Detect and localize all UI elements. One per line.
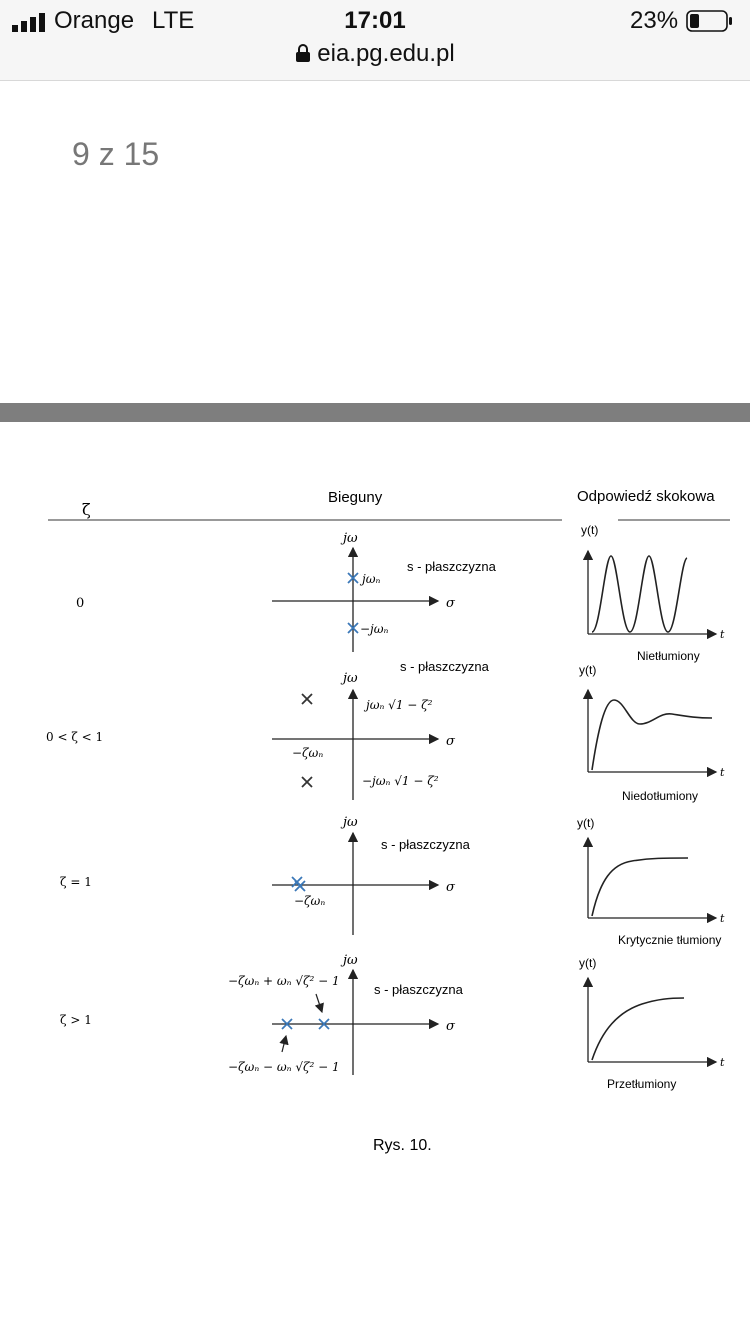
sigma-label: σ	[446, 1019, 456, 1034]
header-step-response: Odpowiedź skokowa	[577, 488, 715, 505]
pole-label-real: −ζωₙ	[294, 894, 325, 908]
address-bar[interactable]: eia.pg.edu.pl	[0, 40, 750, 68]
pointer-arrow	[314, 993, 324, 1014]
jw-label: jω	[340, 815, 358, 830]
response-label: Niedotłumiony	[622, 789, 698, 803]
pole-marker	[347, 572, 359, 584]
carrier-name: Orange	[54, 7, 135, 34]
t-label: t	[720, 912, 725, 925]
jw-label: jω	[340, 953, 358, 968]
t-label: t	[720, 766, 725, 779]
underdamped-response-curve	[591, 699, 713, 771]
sigma-label: σ	[446, 734, 456, 749]
row-underdamped: 0 < ζ < 1 jω σ s - płaszczyzna jωₙ √1 − …	[46, 659, 725, 803]
jw-label: jω	[340, 671, 358, 686]
critically-damped-response-curve	[591, 857, 689, 917]
response-label: Nietłumiony	[637, 649, 700, 663]
row-overdamped: ζ > 1 jω σ s - płaszczyzna −ζωₙ + ωₙ √ζ²…	[60, 953, 725, 1091]
undamped-response-curve	[591, 555, 688, 633]
row-undamped: 0 jω σ s - płaszczyzna jωₙ −jωₙ y(t) t N…	[76, 523, 725, 663]
sigma-label: σ	[446, 880, 456, 895]
document-figure: ζ Bieguny Odpowiedź skokowa 0 jω σ s - p…	[46, 488, 730, 1154]
double-pole-marker	[291, 876, 306, 892]
s-plane-label: s - płaszczyzna	[400, 659, 490, 674]
response-label: Krytycznie tłumiony	[618, 933, 721, 947]
yt-label: y(t)	[579, 663, 596, 677]
battery-percentage: 23%	[630, 7, 679, 34]
battery-icon	[686, 10, 732, 32]
s-plane-label: s - płaszczyzna	[374, 982, 464, 997]
zeta-value: 0	[76, 596, 84, 611]
page-counter: 9 z 15	[72, 136, 160, 172]
signal-strength-icon	[12, 13, 45, 32]
response-label: Przetłumiony	[607, 1077, 676, 1091]
page-separator	[0, 403, 750, 422]
status-bar: Orange LTE 17:01 23% eia.pg.edu.pl	[0, 0, 750, 81]
header-poles: Bieguny	[328, 489, 383, 506]
pole-label-bottom: −jωₙ √1 − ζ²	[362, 774, 439, 788]
pole-marker	[301, 693, 313, 705]
pole-marker	[281, 1018, 293, 1030]
s-plane-label: s - płaszczyzna	[407, 559, 497, 574]
zeta-value: 0 < ζ < 1	[46, 730, 103, 744]
pole-label-bottom: −ζωₙ − ωₙ √ζ² − 1	[228, 1060, 340, 1074]
pole-label-top: −ζωₙ + ωₙ √ζ² − 1	[228, 974, 340, 988]
zeta-value: ζ = 1	[60, 875, 92, 889]
overdamped-response-curve	[591, 997, 685, 1061]
yt-label: y(t)	[577, 816, 594, 830]
network-type: LTE	[152, 7, 195, 34]
yt-label: y(t)	[581, 523, 598, 537]
pole-marker	[318, 1018, 330, 1030]
pole-marker	[347, 622, 359, 634]
pole-label-top: jωₙ √1 − ζ²	[363, 698, 433, 712]
clock: 17:01	[344, 7, 406, 34]
header-zeta: ζ	[82, 500, 91, 519]
lock-icon	[296, 44, 311, 62]
pole-marker	[301, 776, 313, 788]
t-label: t	[720, 1056, 725, 1069]
zeta-value: ζ > 1	[60, 1013, 92, 1027]
t-label: t	[720, 628, 725, 641]
pole-label-bottom: −jωₙ	[360, 622, 389, 636]
figure-caption: Rys. 10.	[373, 1137, 432, 1154]
jw-label: jω	[340, 531, 358, 546]
pole-label-real: −ζωₙ	[292, 746, 323, 760]
pole-label-top: jωₙ	[359, 572, 381, 586]
row-critically-damped: ζ = 1 jω σ s - płaszczyzna −ζωₙ y(t) t K…	[60, 815, 725, 947]
yt-label: y(t)	[579, 956, 596, 970]
url-text: eia.pg.edu.pl	[317, 40, 455, 67]
sigma-label: σ	[446, 596, 456, 611]
s-plane-label: s - płaszczyzna	[381, 837, 471, 852]
pointer-arrow	[279, 1034, 289, 1053]
